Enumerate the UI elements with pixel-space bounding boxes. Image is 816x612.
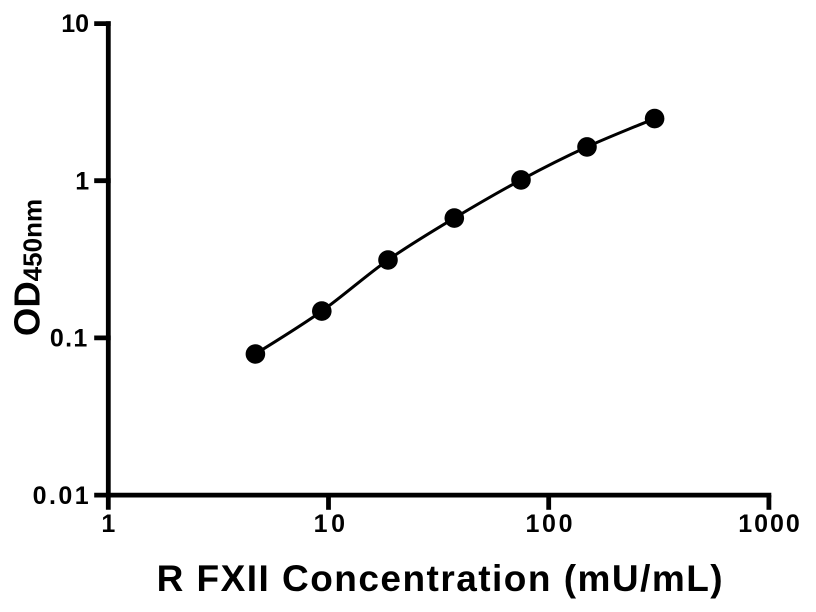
svg-text:1: 1 (75, 167, 89, 195)
svg-text:10: 10 (61, 10, 89, 38)
svg-text:1000: 1000 (738, 510, 800, 538)
svg-text:0.01: 0.01 (33, 482, 89, 510)
svg-text:1: 1 (101, 510, 115, 538)
svg-text:100: 100 (526, 510, 573, 538)
svg-text:0.1: 0.1 (50, 325, 87, 353)
svg-text:R FXII Concentration (mU/mL): R FXII Concentration (mU/mL) (157, 558, 723, 599)
